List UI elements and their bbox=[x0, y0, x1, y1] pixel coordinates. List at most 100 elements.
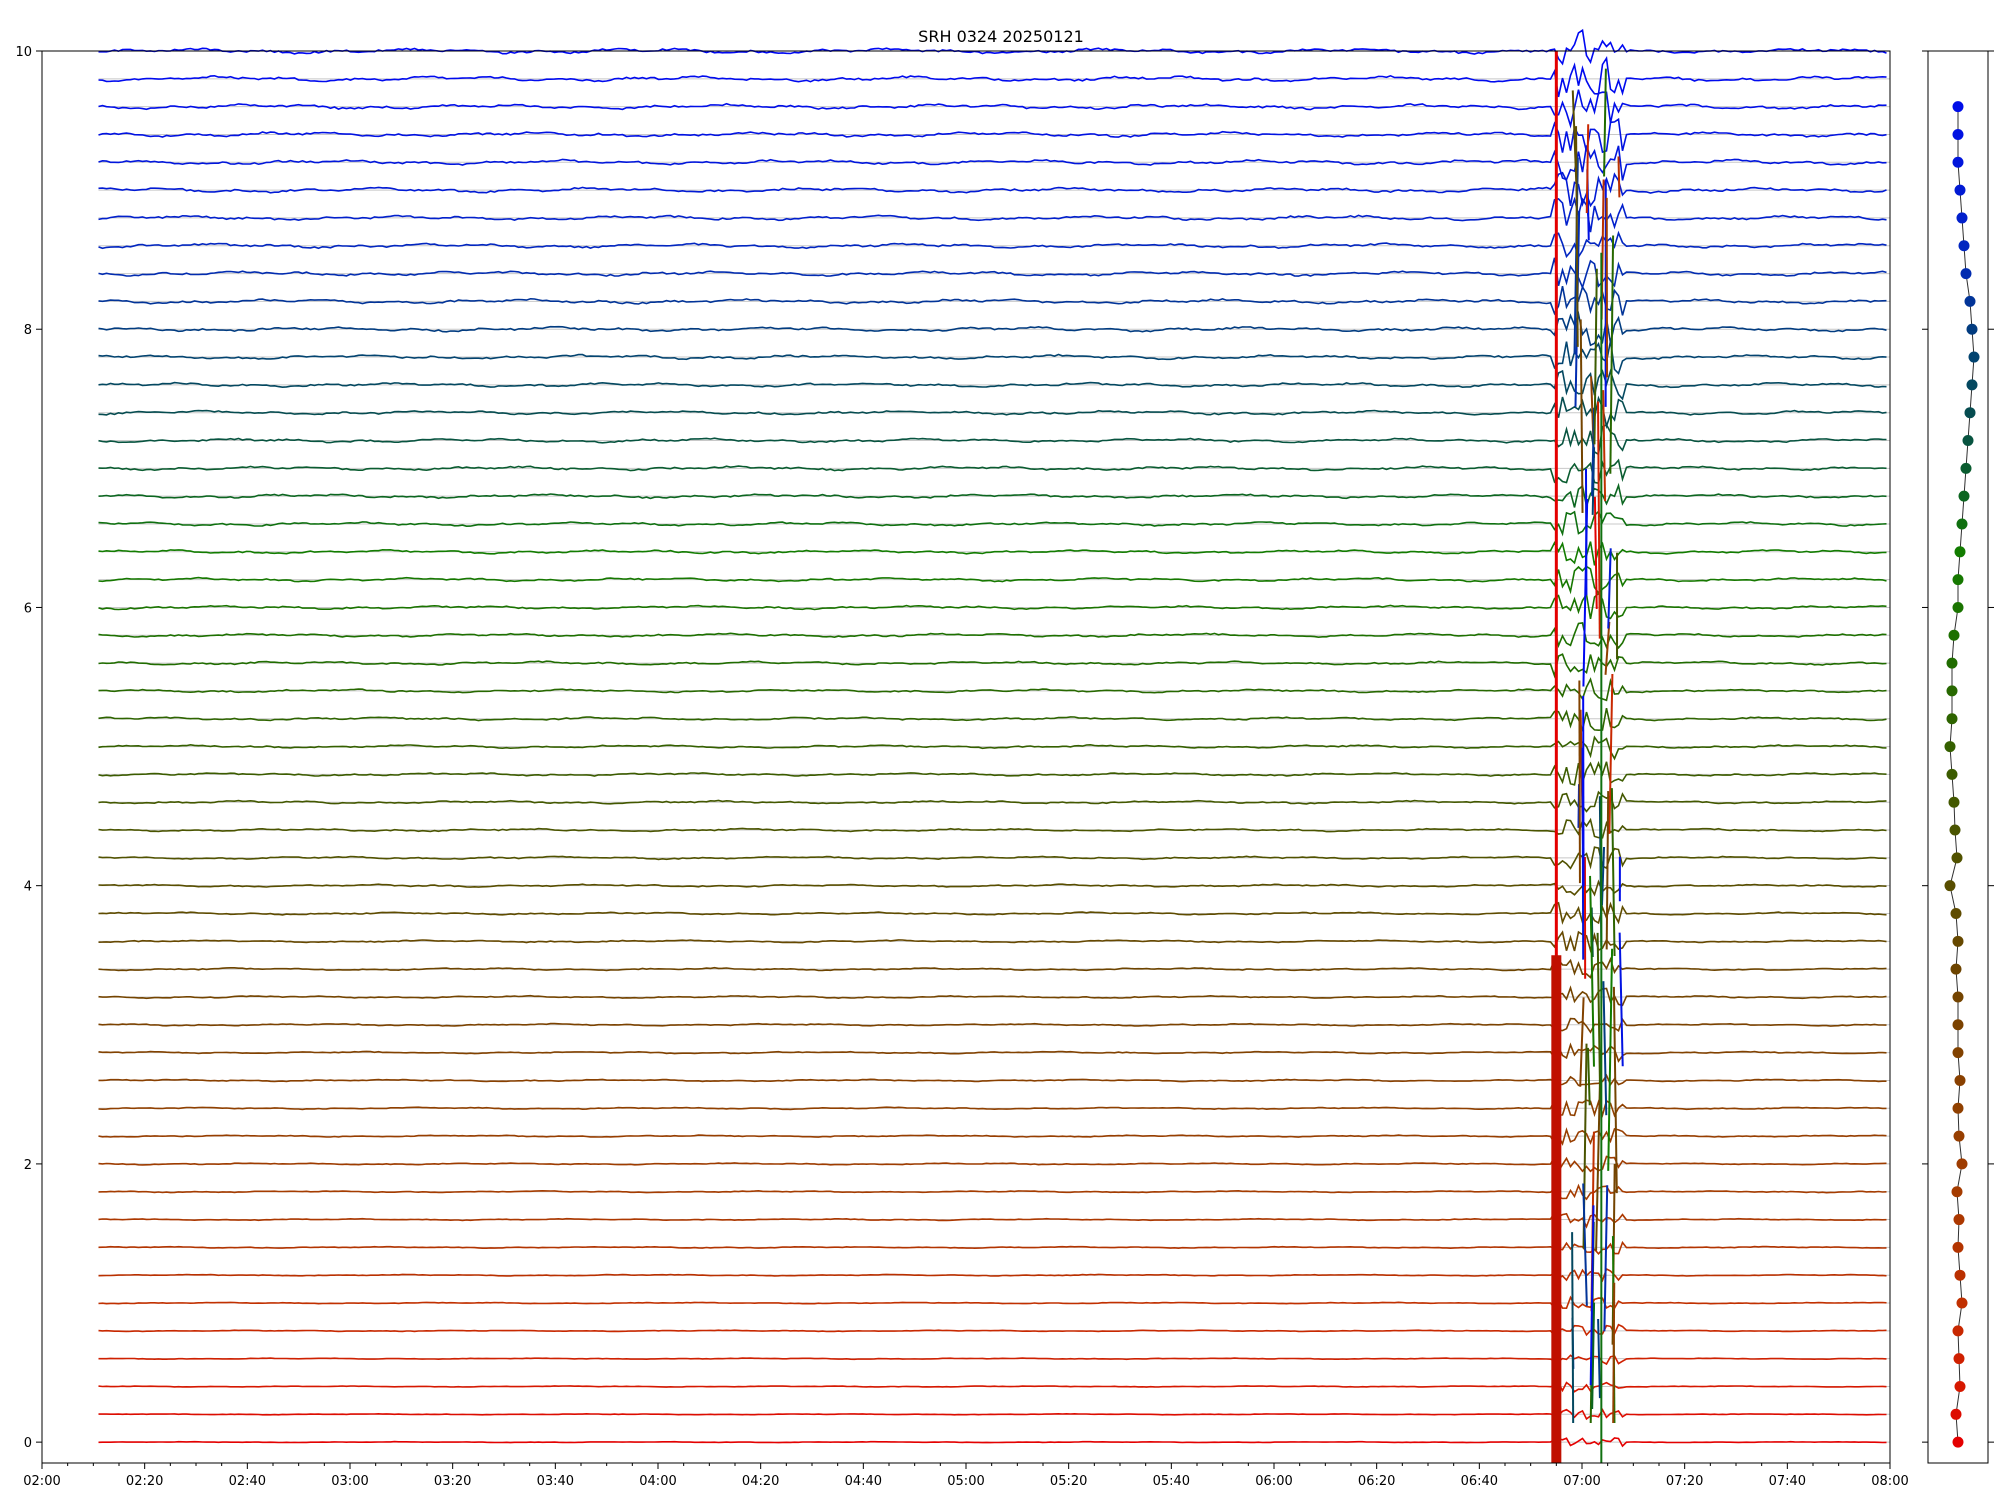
channel-trace bbox=[98, 708, 1887, 733]
side-panel-dot bbox=[1948, 629, 1960, 641]
y-tick-label: 6 bbox=[24, 601, 32, 616]
burst-region bbox=[1571, 68, 1624, 1463]
side-panel-dot bbox=[1951, 1186, 1963, 1198]
side-panel-dot bbox=[1952, 128, 1964, 140]
x-tick-label: 05:20 bbox=[1050, 1474, 1087, 1489]
y-axis: 0 2 4 6 8 10 bbox=[15, 45, 1994, 1451]
side-panel-dot bbox=[1960, 462, 1972, 474]
side-panel-dot bbox=[1952, 935, 1964, 947]
channel-trace bbox=[98, 1323, 1887, 1337]
y-tick-label: 4 bbox=[24, 880, 32, 895]
burst-stroke bbox=[1575, 126, 1579, 347]
side-panel-dot bbox=[1968, 351, 1980, 363]
burst-stroke bbox=[1605, 791, 1610, 950]
channel-trace bbox=[98, 565, 1887, 595]
x-axis: 02:00 02:20 02:40 03:00 03:20 03:40 04:00 04:20… bbox=[23, 1463, 1909, 1489]
channel-trace bbox=[98, 230, 1887, 259]
side-panel-dot bbox=[1964, 407, 1976, 419]
burst-stroke bbox=[1591, 407, 1596, 496]
event-marker-block bbox=[1551, 955, 1562, 1463]
side-panel-dot bbox=[1953, 1214, 1965, 1226]
burst-stroke bbox=[1591, 1302, 1596, 1410]
channel-trace bbox=[98, 930, 1887, 954]
burst-stroke bbox=[1608, 673, 1614, 834]
side-panel-dot bbox=[1954, 1269, 1966, 1281]
burst-stroke bbox=[1607, 948, 1614, 1171]
channel-trace bbox=[98, 423, 1887, 456]
channel-trace bbox=[98, 368, 1887, 401]
side-panel-dot bbox=[1946, 713, 1958, 725]
side-panel-dot bbox=[1949, 824, 1961, 836]
channel-trace bbox=[98, 1154, 1887, 1174]
channel-trace bbox=[98, 311, 1887, 347]
x-tick-label: 02:40 bbox=[229, 1474, 266, 1489]
side-panel-dot bbox=[1952, 1102, 1964, 1114]
channel-trace bbox=[98, 621, 1887, 650]
burst-stroke bbox=[1585, 124, 1590, 213]
side-panel-dot bbox=[1952, 1047, 1964, 1059]
side-panel-dot bbox=[1946, 685, 1958, 697]
burst-stroke bbox=[1590, 907, 1594, 957]
side-panel-dot bbox=[1956, 212, 1968, 224]
y-tick-label: 0 bbox=[24, 1436, 32, 1451]
burst-stroke bbox=[1579, 997, 1585, 1087]
channel-traces bbox=[98, 28, 1887, 1448]
burst-stroke bbox=[1602, 981, 1608, 1116]
burst-stroke bbox=[1571, 1232, 1575, 1424]
x-tick-label: 04:40 bbox=[845, 1474, 882, 1489]
side-panel-dot bbox=[1952, 1436, 1964, 1448]
channel-trace bbox=[98, 1381, 1887, 1393]
side-panel-dot bbox=[1960, 268, 1972, 280]
x-tick-label: 07:20 bbox=[1666, 1474, 1703, 1489]
x-tick-label: 04:20 bbox=[742, 1474, 779, 1489]
x-tick-label: 04:00 bbox=[639, 1474, 676, 1489]
side-panel-frame bbox=[1927, 50, 1989, 1464]
burst-stroke bbox=[1604, 621, 1611, 675]
channel-trace bbox=[98, 1267, 1887, 1283]
side-panel-dot bbox=[1958, 490, 1970, 502]
side-panel-dot bbox=[1952, 601, 1964, 613]
channel-trace bbox=[98, 817, 1887, 839]
burst-stroke bbox=[1578, 680, 1581, 884]
channel-trace bbox=[98, 89, 1887, 129]
channel-trace bbox=[98, 482, 1887, 510]
channel-trace bbox=[98, 735, 1887, 761]
x-tick-label: 06:00 bbox=[1255, 1474, 1292, 1489]
x-tick-label: 08:00 bbox=[1871, 1474, 1908, 1489]
burst-stroke bbox=[1589, 875, 1595, 1067]
channel-trace bbox=[98, 1295, 1887, 1310]
side-panel-dot bbox=[1952, 574, 1964, 586]
y-tick-label: 10 bbox=[15, 45, 32, 60]
side-panel-dot bbox=[1948, 796, 1960, 808]
channel-trace bbox=[98, 285, 1887, 316]
x-tick-label: 06:40 bbox=[1461, 1474, 1498, 1489]
channel-trace bbox=[98, 1127, 1887, 1146]
burst-stroke bbox=[1610, 788, 1616, 957]
channel-trace bbox=[98, 257, 1887, 290]
x-tick-label: 03:00 bbox=[331, 1474, 368, 1489]
channel-trace bbox=[98, 901, 1887, 925]
x-tick-label: 03:20 bbox=[434, 1474, 471, 1489]
side-panel-dot bbox=[1954, 184, 1966, 196]
burst-stroke bbox=[1579, 319, 1584, 513]
channel-trace bbox=[98, 1354, 1887, 1366]
burst-stroke bbox=[1603, 68, 1607, 177]
channel-trace bbox=[98, 846, 1887, 870]
side-panel-dot bbox=[1954, 1380, 1966, 1392]
burst-stroke bbox=[1596, 932, 1602, 1101]
side-panel-dot bbox=[1952, 1241, 1964, 1253]
side-panel-dot bbox=[1966, 379, 1978, 391]
channel-trace bbox=[98, 540, 1887, 566]
side-panel-dot bbox=[1950, 1408, 1962, 1420]
channel-trace bbox=[98, 956, 1887, 979]
burst-stroke bbox=[1589, 1205, 1595, 1386]
side-panel-dot bbox=[1952, 101, 1964, 113]
burst-stroke bbox=[1612, 1282, 1616, 1424]
channel-trace bbox=[98, 1437, 1887, 1448]
side-panel-dot bbox=[1952, 1019, 1964, 1031]
side-panel-dot bbox=[1964, 295, 1976, 307]
burst-stroke bbox=[1609, 235, 1615, 474]
channel-trace bbox=[98, 340, 1887, 375]
